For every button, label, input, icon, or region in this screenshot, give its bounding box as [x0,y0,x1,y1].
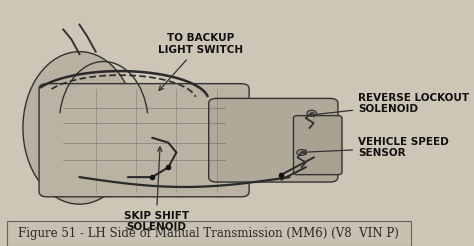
Text: VEHICLE SPEED
SENSOR: VEHICLE SPEED SENSOR [302,137,449,158]
Text: REVERSE LOCKOUT
SOLENOID: REVERSE LOCKOUT SOLENOID [310,92,469,117]
FancyBboxPatch shape [209,98,338,182]
FancyBboxPatch shape [7,221,410,246]
Text: Figure 51 - LH Side of Manual Transmission (MM6) (V8  VIN P): Figure 51 - LH Side of Manual Transmissi… [18,227,399,240]
Circle shape [307,110,317,116]
Text: SKIP SHIFT
SOLENOID: SKIP SHIFT SOLENOID [124,147,189,232]
FancyBboxPatch shape [293,116,342,175]
FancyBboxPatch shape [39,84,249,197]
Ellipse shape [23,52,136,204]
Text: TO BACKUP
LIGHT SWITCH: TO BACKUP LIGHT SWITCH [158,33,243,90]
Circle shape [297,150,306,155]
